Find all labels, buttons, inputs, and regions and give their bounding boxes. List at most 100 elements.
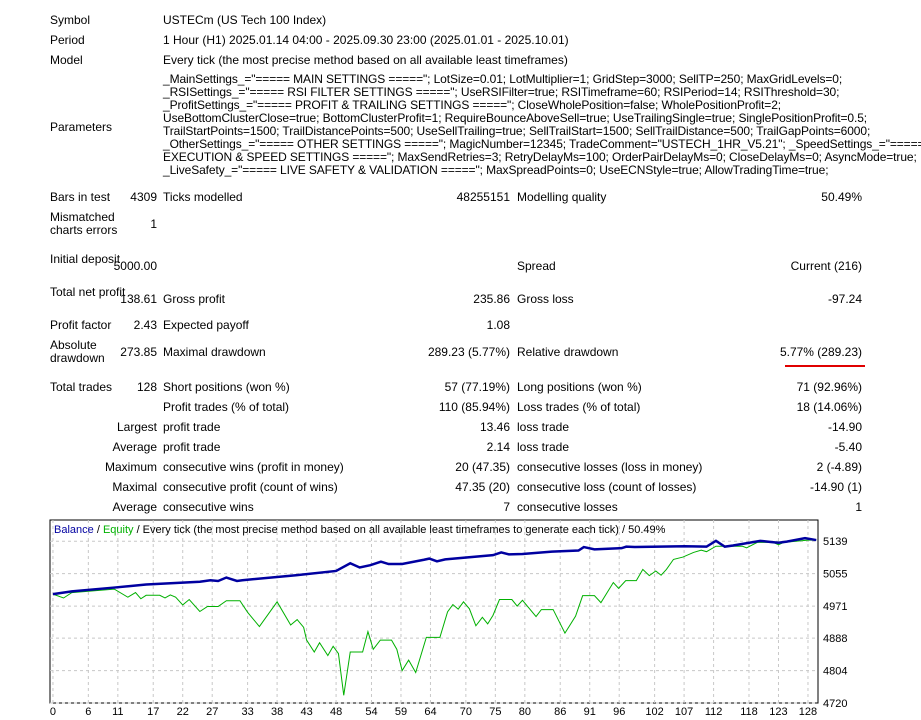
stat-label: Ticks modelled [163,190,243,204]
stat-value: 138.61 [120,292,157,306]
series-balance-line [52,536,817,596]
stat-label: Profit trades (% of total) [163,400,290,414]
stats-row: Maximum consecutive wins (profit in money… [0,461,921,489]
stat-label: Expected payoff [163,318,249,332]
x-tick-label: 86 [554,706,566,718]
stat-label: Modelling quality [517,190,607,204]
stat-label: Spread [517,259,556,273]
x-tick-label: 64 [424,706,436,718]
stat-value: 2 (-4.89) [816,460,862,474]
stat-label: consecutive wins (profit in money) [163,460,344,474]
x-tick-label: 0 [50,706,56,718]
y-tick-label: 5139 [823,536,847,548]
stats-row: Total trades 128 Short positions (won %) 57… [0,381,921,409]
stat-label: Gross profit [163,292,226,306]
stat-value: 2.43 [133,318,157,332]
stat-label: Relative drawdown [517,345,619,359]
stat-label: Initial deposit [50,252,121,266]
stat-label: Bars in test [50,190,111,204]
x-tick-label: 33 [241,706,253,718]
parameter-line: UseBottomClusterClose=true; BottomCluste… [163,111,868,125]
stats-row: Profit factor 2.43 Expected payoff 1.08 [0,319,921,347]
x-tick-label: 70 [460,706,472,718]
stat-label: Absolute drawdown [50,338,105,365]
stat-value: 110 (85.94%) [438,400,510,414]
chart-legend: Balance / Equity / Every tick (the most … [54,524,666,536]
parameter-line: _MainSettings_="===== MAIN SETTINGS ====… [163,72,843,86]
parameters-text: _MainSettings_="===== MAIN SETTINGS ====… [163,73,921,177]
stat-label: Loss trades (% of total) [517,400,641,414]
stat-label: Maximal [112,480,157,494]
x-tick-label: 27 [206,706,218,718]
stat-label: loss trade [517,440,570,454]
stat-value: -97.24 [827,292,862,306]
stats-row: Absolute drawdown 273.85 Maximal drawdown 2… [0,339,921,367]
stat-value: 1 [150,217,157,231]
stats-row: Mismatched charts errors 1 [0,211,921,239]
parameter-line: _LiveSafety_="===== LIVE SAFETY & VALIDA… [163,163,829,177]
x-tick-label: 6 [85,706,91,718]
parameters-label: Parameters [50,120,113,134]
stats-row: Total net profit 138.61 Gross profit 235.86… [0,286,921,314]
stats-row: Average profit trade 2.14 loss trade -5.40 [0,441,921,469]
stat-label: Short positions (won %) [163,380,290,394]
stat-value: 5000.00 [113,259,157,273]
parameter-line: TrailStartPoints=1500; TrailDistancePoin… [163,124,871,138]
stat-label: Profit factor [50,318,112,332]
stat-value: 4309 [130,190,157,204]
stat-value: 71 (92.96%) [796,380,862,394]
stat-label: Average [112,440,157,454]
x-tick-label: 59 [395,706,407,718]
x-tick-label: 118 [740,706,758,718]
x-tick-label: 43 [300,706,312,718]
plot-area [49,519,819,704]
stat-value: 57 (77.19%) [444,380,510,394]
x-tick-label: 22 [177,706,189,718]
stat-value: 47.35 (20) [455,480,510,494]
y-tick-label: 4971 [823,601,847,613]
stat-label: profit trade [163,440,221,454]
x-tick-label: 17 [147,706,159,718]
x-tick-label: 54 [365,706,377,718]
stat-value: Current (216) [790,259,862,273]
header-label: Model [50,53,83,67]
stats-row: Initial deposit 5000.00 Spread Current (216… [0,253,921,281]
stat-value: 5.77% (289.23) [779,345,862,359]
balance-equity-chart: 0 6 11 17 22 27 33 38 43 48 54 59 64 70 75 80 86 91 96 102 1… [49,519,847,718]
stat-label: consecutive losses (loss in money) [517,460,703,474]
stat-value: 2.14 [486,440,510,454]
stat-label: Gross loss [517,292,574,306]
x-tick-label: 11 [112,706,123,718]
stat-label: profit trade [163,420,221,434]
stat-value: -14.90 (1) [809,480,862,494]
header-value: 1 Hour (H1) 2025.01.14 04:00 - 2025.09.3… [163,33,569,47]
x-tick-label: 128 [799,706,817,718]
stat-value: 48255151 [456,190,510,204]
stat-label: Total net profit [50,285,126,299]
legend-description: / Every tick (the most precise method ba… [134,524,666,536]
stat-label: Average [112,500,157,514]
stat-value: 7 [503,500,510,514]
y-tick-label: 5055 [823,569,847,581]
x-tick-label: 38 [271,706,283,718]
x-tick-label: 123 [769,706,787,718]
series-equity-line [52,539,817,696]
stat-label: Long positions (won %) [517,380,642,394]
relative-drawdown-underline [785,365,865,367]
stat-value: 20 (47.35) [455,460,510,474]
header-value: Every tick (the most precise method base… [163,53,568,67]
stat-value: 50.49% [821,190,862,204]
stat-label: consecutive losses [517,500,618,514]
stats-row: Bars in test 4309 Ticks modelled 48255151 Mo… [0,191,921,219]
stat-label: Maximal drawdown [163,345,266,359]
stat-label: Largest [116,420,157,434]
header-value: USTECm (US Tech 100 Index) [163,13,327,27]
stat-value: 289.23 (5.77%) [427,345,510,359]
stat-label: consecutive loss (count of losses) [517,480,697,494]
stat-label: consecutive wins [163,500,254,514]
x-tick-label: 48 [330,706,342,718]
y-tick-label: 4888 [823,633,847,645]
stat-value: -14.90 [827,420,862,434]
stat-value: -5.40 [834,440,862,454]
stats-row: Profit trades (% of total) 110 (85.94%) Lo… [0,401,921,429]
